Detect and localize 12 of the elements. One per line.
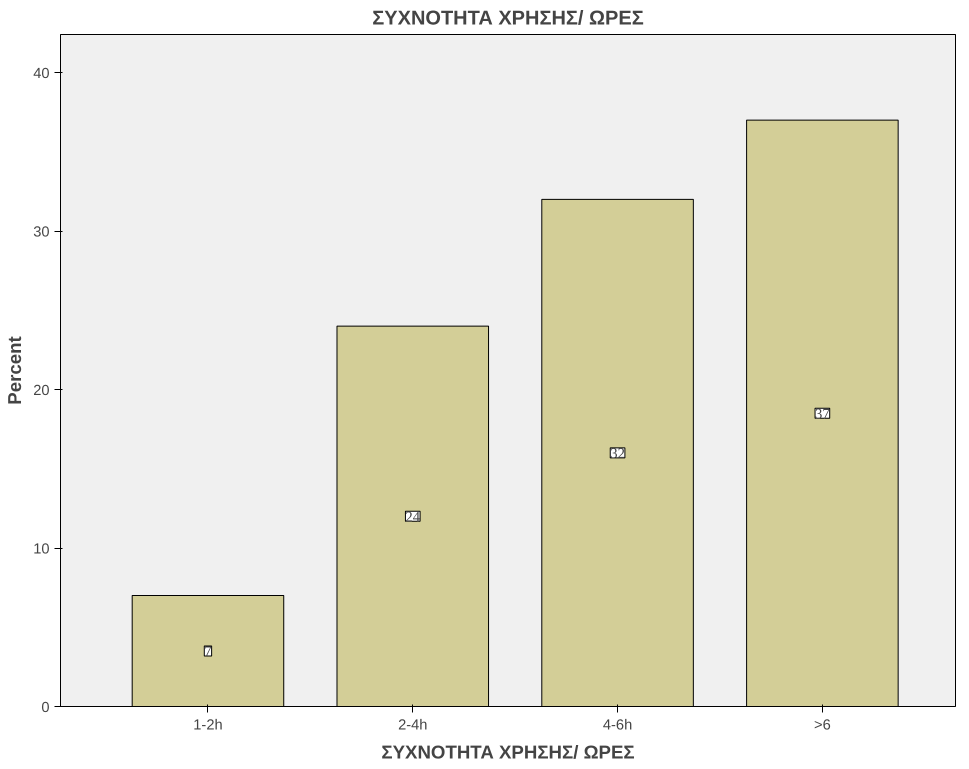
chart-title: ΣΥΧΝΟΤΗΤΑ ΧΡΗΣΗΣ/ ΩΡΕΣ (372, 8, 644, 30)
y-tick-label: 40 (33, 66, 50, 82)
x-tick-label: 1-2h (193, 718, 223, 734)
x-tick-label: 4-6h (602, 718, 632, 734)
x-tick-label: >6 (814, 718, 831, 734)
y-tick-label: 30 (33, 224, 50, 241)
y-tick-label: 10 (33, 542, 50, 558)
y-tick-label: 0 (41, 700, 50, 716)
y-axis-title: Percent (4, 336, 26, 405)
x-tick-label: 2-4h (398, 718, 428, 734)
y-tick-label: 20 (33, 383, 50, 400)
x-axis-title: ΣΥΧΝΟΤΗΤΑ ΧΡΗΣΗΣ/ ΩΡΕΣ (381, 742, 635, 762)
